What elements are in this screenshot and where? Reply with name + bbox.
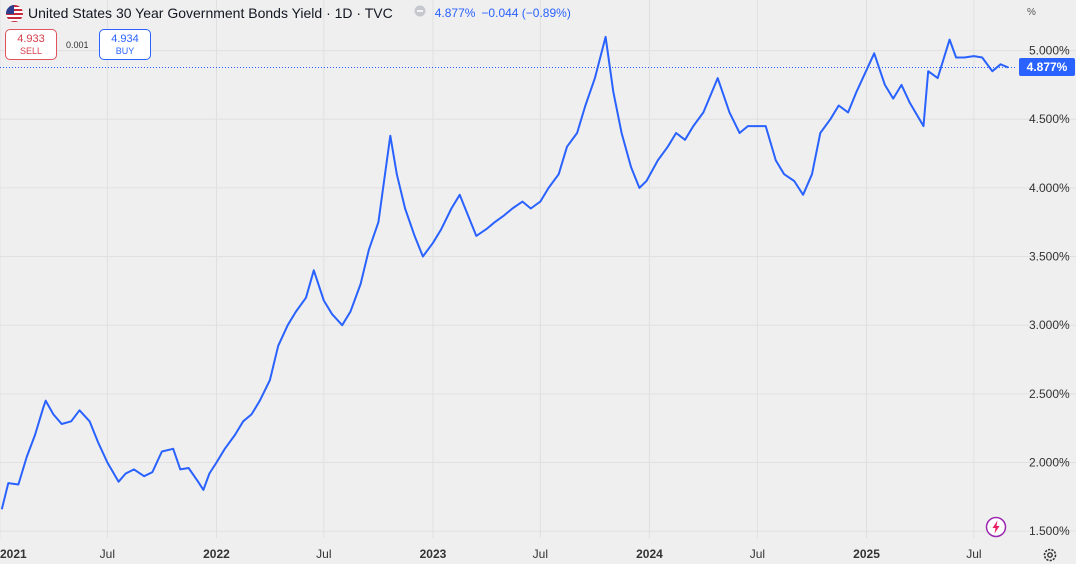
visibility-icon[interactable] [413,4,427,22]
x-tick-label: 2022 [203,547,230,561]
y-tick-label: 2.000% [1029,455,1070,469]
y-tick-label: 4.000% [1029,181,1070,195]
x-tick-label: 2021 [0,547,27,561]
y-tick-label: 5.000% [1029,44,1070,58]
x-tick-label: 2024 [636,547,663,561]
x-tick-label: Jul [316,547,331,561]
sell-button[interactable]: 4.933 SELL [5,29,57,60]
x-tick-label: Jul [533,547,548,561]
change-value: −0.044 (−0.89%) [481,6,571,20]
lightning-icon[interactable] [985,516,1007,538]
y-tick-label: 4.500% [1029,112,1070,126]
x-tick-label: Jul [750,547,765,561]
series-line [0,35,1009,510]
y-tick-label: 1.500% [1029,524,1070,538]
y-tick-label: 2.500% [1029,387,1070,401]
last-price-tag: 4.877% [1019,58,1075,77]
buy-label: BUY [115,46,135,56]
x-tick-label: 2023 [420,547,447,561]
scale-unit[interactable]: % [1027,7,1036,18]
sell-price: 4.933 [17,33,45,45]
spread-value: 0.001 [66,40,89,50]
last-value: 4.877% [434,6,476,20]
x-tick-label: Jul [966,547,981,561]
us-flag-icon [6,4,23,22]
x-tick-label: 2025 [853,547,880,561]
chart-title: United States 30 Year Government Bonds Y… [28,5,393,21]
buy-price: 4.934 [111,33,139,45]
buy-button[interactable]: 4.934 BUY [99,29,151,60]
sell-label: SELL [19,46,43,56]
y-axis: 5.000% 4.500% 4.000% 3.500% 3.000% 2.500% 2.00… [1029,44,1070,539]
y-tick-label: 3.000% [1029,318,1070,332]
y-tick-label: 3.500% [1029,250,1070,264]
chart-header: United States 30 Year Government Bonds Y… [6,4,571,22]
x-axis: 2021 Jul 2022 Jul 2023 Jul 2024 Jul 2025 Jul [0,547,982,561]
grid [0,0,1076,538]
x-tick-label: Jul [100,547,115,561]
settings-gear-icon[interactable] [1042,547,1058,563]
